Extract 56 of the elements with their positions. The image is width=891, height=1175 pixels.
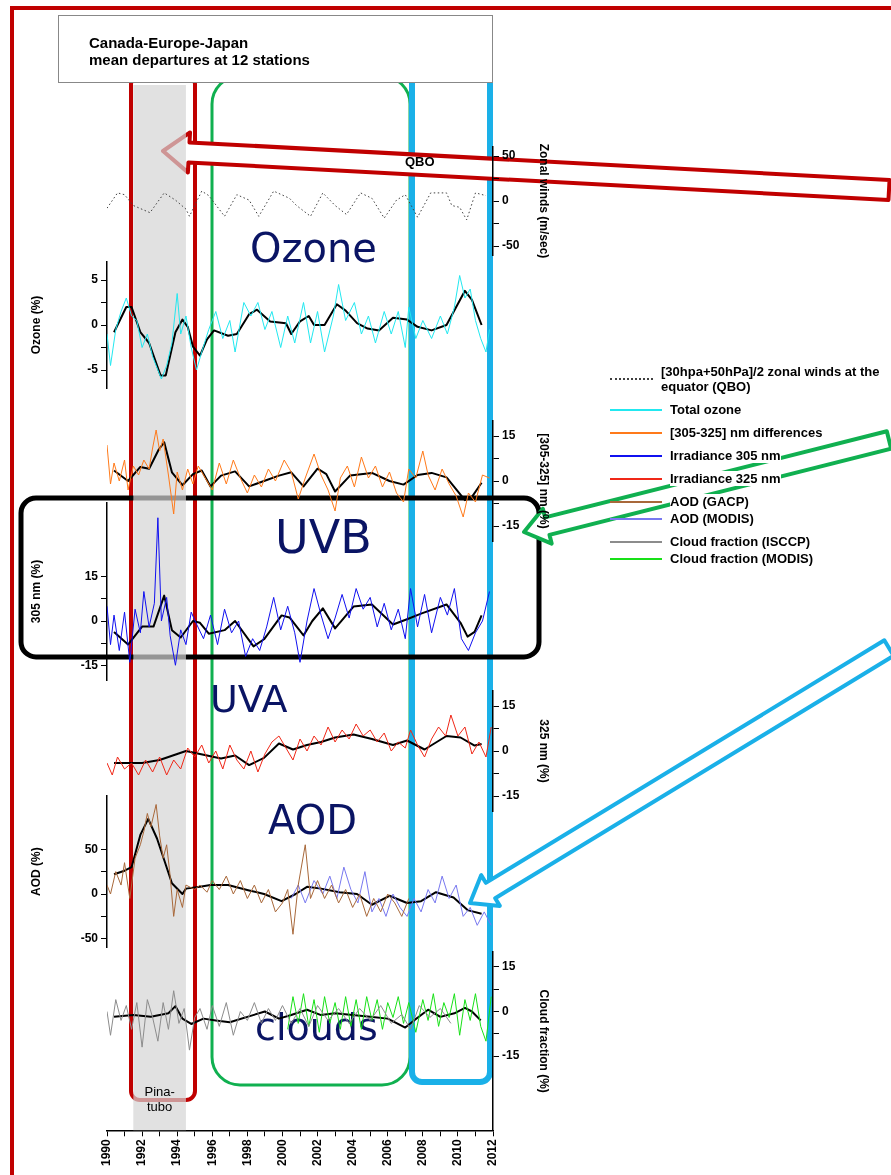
legend-label: AOD (GACP) — [670, 494, 749, 509]
y2-tick-label: 0 — [502, 1003, 509, 1018]
annotation: AOD — [268, 797, 357, 843]
y2-tick-label: -50 — [502, 238, 520, 253]
annotation: UVB — [275, 510, 372, 564]
y-axis-title: 305 nm (%) — [28, 559, 43, 624]
y-axis-title: Ozone (%) — [28, 295, 43, 355]
annotation: UVA — [210, 677, 288, 721]
y-tick-label: 0 — [91, 317, 99, 332]
y2-tick-label: 0 — [502, 193, 509, 208]
x-tick-label: 2008 — [415, 1138, 430, 1166]
x-tick-label: 2002 — [309, 1138, 324, 1166]
y-tick-label: 50 — [84, 841, 99, 856]
y2-axis-title: 325 nm (%) — [537, 719, 552, 783]
legend-label: Irradiance 305 nm — [670, 448, 781, 463]
legend-label: Cloud fraction (ISCCP) — [670, 534, 811, 549]
y2-axis-title: Cloud fraction (%) — [537, 989, 552, 1093]
y2-axis-title: [305-325] nm (%) — [537, 433, 552, 529]
y-tick-label: -15 — [80, 657, 99, 672]
y2-tick-label: 15 — [502, 698, 516, 713]
x-tick-label: 2010 — [450, 1138, 465, 1166]
y-tick-label: -5 — [87, 362, 99, 377]
y-tick-label: 0 — [91, 613, 99, 628]
annotation: QBO — [405, 154, 435, 169]
x-tick-label: 1998 — [239, 1138, 254, 1166]
y2-tick-label: -15 — [502, 1048, 520, 1063]
legend-label: [30hpa+50hPa]/2 zonal winds at the equator (QBO) — [661, 364, 891, 394]
y2-tick-label: -15 — [502, 788, 520, 803]
x-tick-label: 2004 — [344, 1138, 359, 1166]
legend-label: Cloud fraction (MODIS) — [670, 551, 813, 566]
y2-tick-label: 15 — [502, 428, 516, 443]
x-tick-label: 1990 — [99, 1138, 114, 1166]
y-tick-label: 0 — [91, 886, 99, 901]
x-tick-label: 1996 — [204, 1138, 219, 1166]
y2-tick-label: 0 — [502, 473, 509, 488]
x-tick-label: 1992 — [134, 1138, 149, 1166]
x-tick-label: 2000 — [274, 1138, 289, 1166]
y2-tick-label: 15 — [502, 959, 516, 974]
x-tick-label: 2006 — [380, 1138, 395, 1166]
annotation: clouds — [255, 1005, 378, 1049]
annotation: Ozone — [250, 225, 377, 271]
legend-label: Irradiance 325 nm — [670, 471, 781, 486]
y-tick-label: 15 — [84, 569, 99, 584]
legend-label: [305-325] nm differences — [670, 425, 823, 440]
legend-label: AOD (MODIS) — [670, 511, 754, 526]
chart-title: Canada-Europe-Japan mean departures at 12 stations — [58, 15, 493, 83]
x-tick-label: 2012 — [485, 1138, 500, 1166]
y2-tick-label: 0 — [502, 743, 509, 758]
y2-axis-title: Zonal winds (m/sec) — [537, 143, 552, 259]
y-tick-label: 5 — [91, 272, 99, 287]
y-axis-title: AOD (%) — [28, 847, 43, 896]
y2-tick-label: -15 — [502, 518, 520, 533]
y-tick-label: -50 — [80, 931, 99, 946]
x-tick-label: 1994 — [169, 1138, 184, 1166]
legend-label: Total ozone — [670, 402, 742, 417]
band-label: Pina-tubo — [144, 1084, 175, 1115]
